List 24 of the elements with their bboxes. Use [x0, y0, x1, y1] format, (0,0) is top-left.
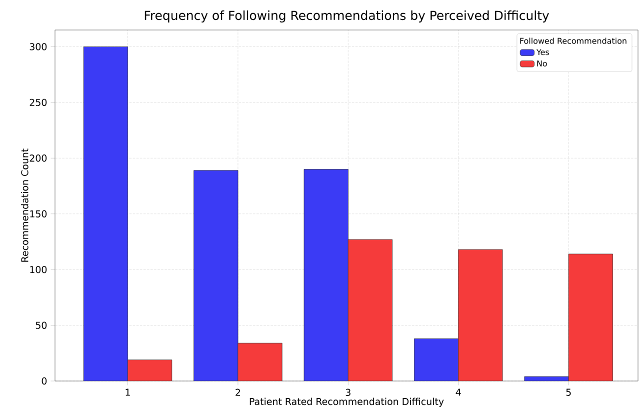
y-tick-label: 200 [30, 154, 47, 162]
x-tick-label: 5 [566, 388, 571, 396]
bar [304, 169, 348, 381]
x-axis-title: Patient Rated Recommendation Difficulty [250, 398, 444, 407]
y-tick-label: 0 [42, 377, 47, 385]
bar [458, 250, 503, 381]
y-tick-label: 50 [36, 322, 47, 329]
y-tick-label: 300 [30, 43, 47, 50]
x-tick-label: 2 [236, 388, 240, 396]
y-tick-label: 150 [30, 210, 47, 218]
y-tick-label: 100 [30, 266, 47, 274]
x-tick-label: 3 [346, 388, 350, 396]
bar [84, 46, 128, 381]
bar [568, 254, 613, 381]
y-tick-label: 250 [30, 98, 47, 106]
bar [128, 360, 172, 381]
bar [414, 338, 458, 381]
bar [194, 170, 238, 381]
x-tick-label: 1 [126, 388, 130, 396]
chart-title: Frequency of Following Recommendations by Perceived Difficulty [144, 10, 549, 22]
x-tick-label: 4 [456, 388, 461, 396]
bar [348, 239, 392, 381]
bar [238, 343, 282, 381]
y-axis-title: Recommendation Count [21, 148, 28, 262]
